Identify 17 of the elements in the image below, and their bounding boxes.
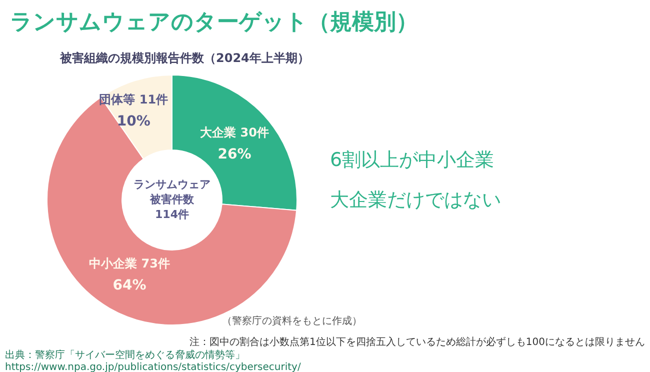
chart-subtitle: 被害組織の規模別報告件数（2024年上半期） [59, 51, 310, 65]
text: 被害件数 [149, 193, 195, 206]
text: 26% [218, 146, 252, 162]
text: 6割以上が中小企業 [330, 149, 494, 171]
text: ランサムウェア [134, 178, 210, 191]
text: 64% [112, 278, 146, 294]
text: 114件 [155, 208, 189, 221]
text: （警察庁の資料をもとに作成） [222, 315, 362, 327]
source-note: 出典：警察庁「サイバー空間をめぐる脅威の情勢等」 [5, 349, 245, 361]
text: 10% [116, 113, 150, 130]
text: 大企業だけではない [330, 189, 501, 211]
slice-label: 中小企業 73件 [89, 256, 170, 271]
slice-label: 大企業 30件 [200, 125, 269, 140]
slice-label: 団体等 11件 [99, 92, 168, 106]
text: 注：図中の割合は小数点第1位以下を四捨五入しているため総計が必ずしも100になるとは限りません [190, 336, 645, 348]
text: https://www.npa.go.jp/publications/statistics/cybersecurity/ [5, 362, 302, 372]
chart-title: ランサムウェアのターゲット（規模別） [10, 10, 418, 35]
